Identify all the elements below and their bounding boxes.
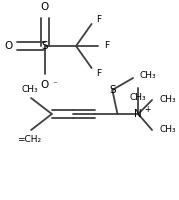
Text: N: N	[134, 109, 142, 119]
Text: ⁻: ⁻	[52, 81, 57, 90]
Text: S: S	[109, 85, 116, 95]
Text: O: O	[4, 41, 13, 51]
Text: F: F	[104, 42, 109, 50]
Text: S: S	[42, 41, 48, 51]
Text: CH₃: CH₃	[130, 94, 147, 102]
Text: +: +	[144, 104, 151, 114]
Text: =CH₂: =CH₂	[17, 134, 41, 144]
Text: F: F	[96, 15, 101, 23]
Text: CH₃: CH₃	[22, 85, 38, 94]
Text: F: F	[96, 68, 101, 77]
Text: O: O	[41, 2, 49, 12]
Text: CH₃: CH₃	[160, 96, 176, 104]
Text: CH₃: CH₃	[160, 126, 176, 134]
Text: O: O	[41, 80, 49, 90]
Text: CH₃: CH₃	[140, 71, 157, 79]
